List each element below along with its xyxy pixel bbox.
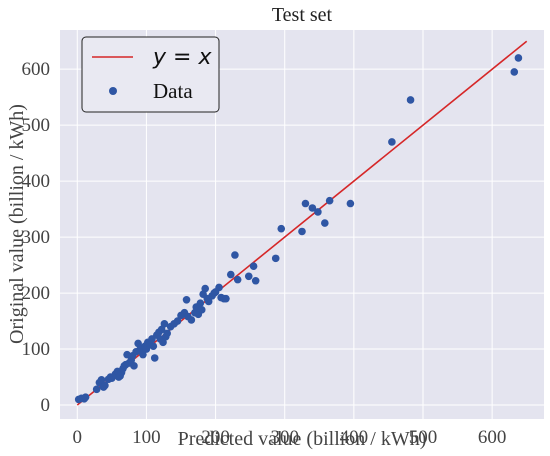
data-point xyxy=(231,251,239,259)
data-point xyxy=(97,376,106,384)
data-point xyxy=(251,276,260,285)
data-point xyxy=(222,294,230,303)
data-point xyxy=(215,283,223,292)
chart-title: Test set xyxy=(272,4,333,26)
y-tick-label: 400 xyxy=(22,171,51,192)
data-point xyxy=(187,316,196,324)
legend-math-op: = xyxy=(166,45,198,70)
data-point xyxy=(101,381,109,390)
data-point xyxy=(308,204,317,212)
x-tick-label: 300 xyxy=(270,427,299,448)
data-point xyxy=(81,393,90,401)
x-tick-label: 200 xyxy=(201,427,230,448)
data-point xyxy=(277,224,286,233)
legend-label-data: Data xyxy=(153,79,193,103)
data-point xyxy=(173,317,182,325)
legend-math-right: x xyxy=(197,45,212,70)
data-point xyxy=(298,227,306,236)
legend-math-left: y xyxy=(152,45,167,70)
legend-point-swatch xyxy=(109,87,117,95)
data-point xyxy=(226,270,235,279)
data-point xyxy=(244,272,253,281)
data-point xyxy=(325,196,334,205)
x-tick-label: 0 xyxy=(73,427,83,448)
data-point xyxy=(301,199,310,208)
data-point xyxy=(139,350,147,359)
data-point xyxy=(249,262,258,270)
y-tick-labels: 0 100 200 300 400 500 600 xyxy=(22,59,51,416)
y-tick-label: 300 xyxy=(22,227,51,248)
legend-label-line: y = x xyxy=(152,45,212,70)
data-point xyxy=(314,208,322,216)
data-point xyxy=(321,219,329,227)
data-point xyxy=(182,295,191,304)
data-point xyxy=(92,385,101,394)
data-point xyxy=(163,329,171,338)
data-point xyxy=(510,68,519,76)
y-axis-label: Original value (billion / kWh) xyxy=(6,104,28,344)
data-point xyxy=(514,54,523,62)
data-point xyxy=(346,199,355,208)
data-point xyxy=(150,354,159,362)
x-tick-label: 100 xyxy=(132,427,161,448)
data-point xyxy=(201,284,209,293)
data-point xyxy=(204,297,213,306)
x-tick-label: 400 xyxy=(340,427,369,448)
data-point xyxy=(271,254,280,263)
y-tick-label: 200 xyxy=(22,283,51,304)
x-tick-label: 500 xyxy=(409,427,438,448)
x-tick-label: 600 xyxy=(478,427,507,448)
data-point xyxy=(406,96,415,104)
y-tick-label: 600 xyxy=(22,59,51,80)
legend: y = x Data xyxy=(81,36,220,113)
data-point xyxy=(388,138,396,146)
data-points xyxy=(74,54,523,404)
y-tick-label: 500 xyxy=(22,115,51,136)
data-point xyxy=(160,320,169,328)
data-point xyxy=(197,306,206,314)
x-tick-labels: 0 100 200 300 400 500 600 xyxy=(73,427,507,448)
data-point xyxy=(233,275,242,284)
y-tick-label: 0 xyxy=(41,395,51,416)
y-tick-label: 100 xyxy=(22,339,51,360)
data-point xyxy=(149,342,158,351)
x-axis-label: Predicted value (billion / kWh) xyxy=(178,428,427,450)
data-point xyxy=(196,299,205,307)
data-point xyxy=(130,362,138,370)
